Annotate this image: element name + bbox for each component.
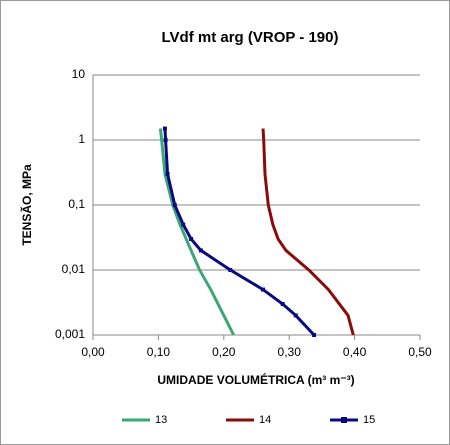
x-tick-label: 0,10 — [147, 345, 171, 359]
x-tick-label: 0,30 — [278, 345, 302, 359]
x-axis-label: UMIDADE VOLUMÉTRICA (m³ m⁻³) — [157, 372, 354, 387]
series-marker — [280, 301, 285, 306]
series-marker — [163, 138, 168, 142]
legend-label: 13 — [155, 414, 167, 426]
legend-marker — [341, 417, 347, 423]
series-marker — [162, 126, 167, 131]
x-tick-label: 0,50 — [408, 345, 432, 359]
y-tick-label: 0,001 — [55, 327, 85, 341]
legend-label: 15 — [363, 414, 375, 426]
series-marker — [165, 171, 170, 176]
series-marker — [293, 313, 298, 318]
series-marker — [261, 287, 266, 292]
y-tick-label: 0,01 — [62, 262, 86, 276]
y-axis-label: TENSÃO, MPa — [19, 164, 34, 246]
x-tick-label: 0,40 — [343, 345, 367, 359]
y-tick-label: 0,1 — [68, 197, 85, 211]
series-marker — [228, 268, 233, 272]
y-tick-label: 1 — [78, 132, 85, 146]
series-line — [261, 128, 355, 336]
series-marker — [172, 203, 177, 207]
series-marker — [312, 333, 317, 337]
chart-title: LVdf mt arg (VROP - 190) — [162, 29, 339, 46]
legend-label: 14 — [259, 414, 271, 426]
series-marker — [181, 222, 186, 227]
series-marker — [198, 248, 203, 253]
x-tick-label: 0,20 — [212, 345, 236, 359]
series-line — [163, 128, 316, 337]
series-line — [158, 128, 235, 336]
x-tick-label: 0,00 — [81, 345, 105, 359]
series-marker — [189, 236, 194, 241]
y-tick-label: 10 — [72, 67, 86, 81]
